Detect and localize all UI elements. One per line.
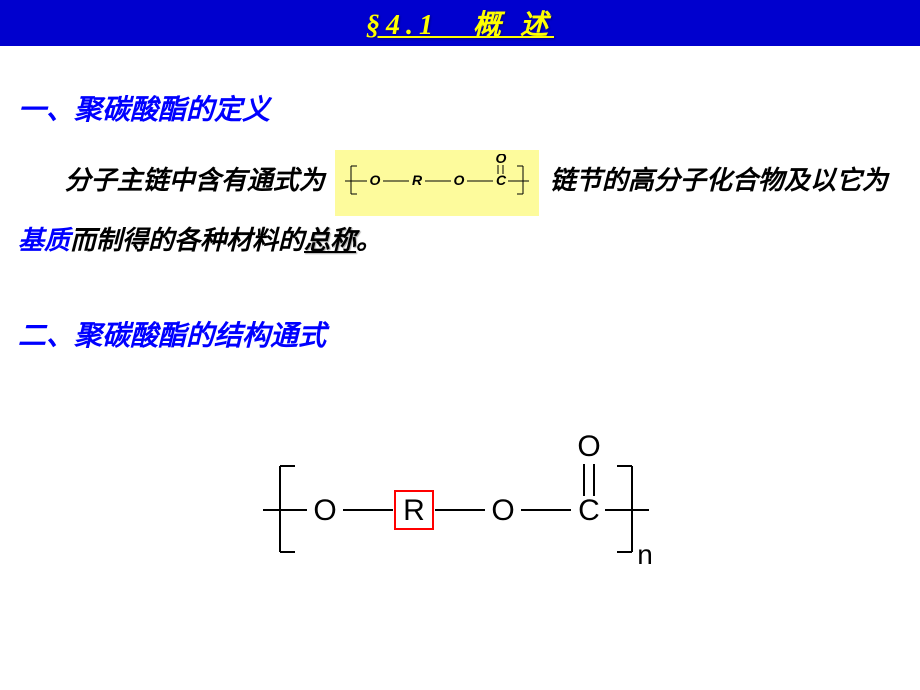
title-bar: §4.1 概 述 bbox=[0, 0, 920, 46]
atom-r: R bbox=[412, 172, 423, 188]
definition-paragraph: 分子主链中含有通式为 O R O C bbox=[18, 150, 902, 266]
keyword-jizhi: 基质 bbox=[18, 226, 70, 255]
carbonate-unit-small-icon: O R O C O bbox=[341, 154, 533, 196]
atom-otop: O bbox=[496, 154, 507, 166]
atom-c: C bbox=[496, 172, 507, 188]
section-2-heading: 二、聚碳酸酯的结构通式 bbox=[18, 314, 902, 354]
page-title: §4.1 概 述 bbox=[366, 3, 554, 43]
atom-o2-large: O bbox=[491, 494, 514, 527]
atom-r-large: R bbox=[403, 494, 425, 527]
atom-c-large: C bbox=[578, 494, 600, 527]
atom-o2: O bbox=[454, 172, 465, 188]
section-1-heading: 一、聚碳酸酯的定义 bbox=[18, 88, 902, 128]
subscript-n: n bbox=[637, 539, 653, 570]
atom-otop-large: O bbox=[577, 430, 600, 463]
inline-formula: O R O C O bbox=[335, 150, 539, 216]
atom-o1-large: O bbox=[313, 494, 336, 527]
keyword-zongcheng: 总称 bbox=[304, 226, 356, 255]
text-after-formula-1: 链节的高分子化合物及以它为 bbox=[550, 166, 888, 195]
text-end: 。 bbox=[356, 226, 382, 255]
atom-o1: O bbox=[370, 172, 381, 188]
text-after-formula-2: 而制得的各种材料的 bbox=[70, 226, 304, 255]
general-formula: O R O C O n bbox=[18, 414, 902, 574]
content-area: 一、聚碳酸酯的定义 分子主链中含有通式为 O R O C bbox=[0, 46, 920, 574]
carbonate-unit-large-icon: O R O C O n bbox=[245, 414, 675, 574]
text-before-formula: 分子主链中含有通式为 bbox=[65, 166, 325, 195]
